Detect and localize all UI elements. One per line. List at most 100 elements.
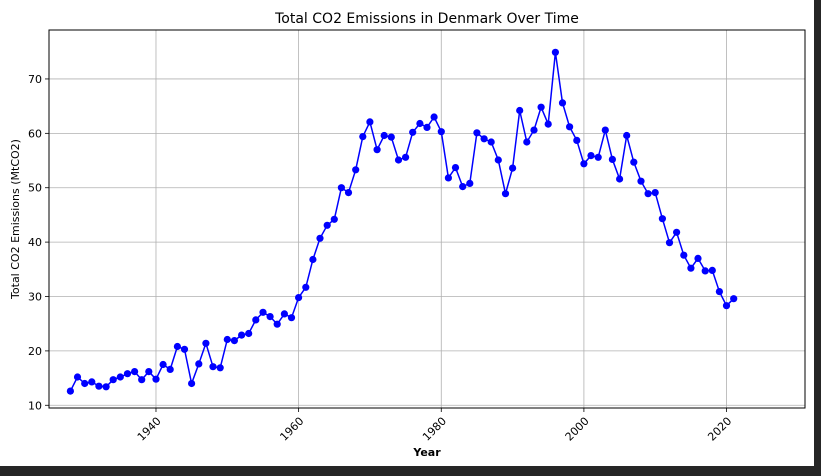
- tick-layer: 1940 1960 1980 2000 2020 10 20 30 40 50 60 70: [28, 73, 734, 444]
- data-point: [665, 239, 674, 247]
- data-layer: [66, 48, 738, 395]
- data-point: [708, 266, 716, 274]
- data-point: [195, 360, 203, 368]
- data-point: [430, 113, 438, 121]
- y-tick-label: 40: [28, 236, 42, 249]
- data-point: [316, 234, 324, 242]
- data-point: [573, 136, 581, 144]
- data-point: [180, 345, 189, 353]
- data-point: [344, 189, 353, 197]
- x-tick-label: 1960: [277, 415, 306, 444]
- data-point: [658, 215, 667, 223]
- data-point: [166, 365, 174, 373]
- data-point: [616, 175, 624, 183]
- data-point: [551, 48, 560, 56]
- data-point: [102, 383, 110, 391]
- data-point: [280, 310, 288, 318]
- data-point: [637, 177, 645, 185]
- data-point: [252, 316, 260, 324]
- data-point: [337, 184, 345, 192]
- data-point: [302, 283, 310, 291]
- data-point: [501, 190, 510, 198]
- data-point: [359, 133, 367, 141]
- y-tick-label: 30: [28, 291, 42, 304]
- data-point: [444, 174, 452, 182]
- data-point: [202, 339, 210, 347]
- series-line: [69, 52, 735, 392]
- data-point: [323, 221, 331, 229]
- data-point: [694, 254, 702, 262]
- data-point: [73, 373, 82, 381]
- data-point: [88, 378, 96, 386]
- data-point: [508, 164, 517, 172]
- y-tick-label: 70: [28, 73, 42, 86]
- data-point: [516, 106, 524, 115]
- figure-canvas: 1940 1960 1980 2000 2020 10 20 30 40 50 60 70 Total…: [0, 0, 814, 466]
- data-point: [730, 295, 738, 303]
- x-tick-label: 2000: [563, 415, 592, 444]
- data-point: [580, 160, 588, 168]
- x-tick-label: 1940: [135, 415, 164, 444]
- data-point: [188, 379, 196, 388]
- data-point: [145, 368, 153, 376]
- data-point: [523, 138, 531, 146]
- data-point: [722, 302, 731, 310]
- data-point: [466, 179, 474, 187]
- data-point: [216, 364, 224, 372]
- data-point: [451, 164, 460, 172]
- data-point: [259, 308, 267, 316]
- data-point: [109, 376, 117, 384]
- y-tick-label: 60: [28, 127, 42, 140]
- x-tick-label: 2020: [705, 415, 734, 444]
- data-point: [95, 382, 103, 390]
- data-point: [245, 329, 253, 338]
- data-point: [594, 153, 602, 161]
- data-point: [487, 138, 495, 146]
- data-point: [66, 387, 74, 395]
- data-point: [380, 131, 388, 140]
- data-point: [352, 166, 360, 174]
- data-point: [480, 135, 488, 143]
- y-tick-label: 10: [28, 399, 42, 412]
- data-point: [295, 294, 303, 302]
- x-axis-label: Year: [412, 446, 441, 459]
- data-point: [644, 190, 652, 198]
- co2-line-chart: 1940 1960 1980 2000 2020 10 20 30 40 50 60 70 Total…: [9, 11, 806, 459]
- data-point: [409, 128, 417, 136]
- data-point: [173, 342, 181, 351]
- x-tick-label: 1980: [420, 415, 449, 444]
- y-tick-label: 50: [28, 182, 42, 195]
- data-point: [238, 331, 246, 339]
- data-point: [402, 153, 410, 161]
- data-point: [309, 255, 317, 264]
- data-point: [223, 335, 231, 344]
- data-point: [230, 337, 238, 345]
- data-point: [630, 158, 638, 166]
- data-point: [138, 376, 146, 384]
- data-point: [459, 183, 467, 191]
- data-point: [701, 267, 709, 275]
- data-point: [123, 370, 132, 378]
- data-point: [266, 313, 274, 321]
- data-point: [494, 156, 502, 164]
- data-point: [81, 379, 89, 388]
- data-point: [159, 360, 167, 369]
- data-point: [680, 251, 688, 259]
- data-point: [416, 119, 424, 128]
- data-point: [473, 129, 481, 137]
- data-point: [423, 123, 431, 131]
- data-point: [537, 103, 545, 111]
- data-point: [715, 288, 724, 296]
- data-point: [273, 320, 281, 328]
- y-tick-label: 20: [28, 345, 42, 358]
- data-point: [330, 215, 338, 223]
- data-point: [152, 375, 160, 383]
- data-point: [116, 373, 124, 381]
- data-point: [437, 128, 445, 136]
- grid-layer: [49, 30, 805, 408]
- data-point: [131, 368, 139, 376]
- data-point: [687, 264, 695, 272]
- chart-title: Total CO2 Emissions in Denmark Over Time: [274, 11, 579, 27]
- data-point: [366, 118, 374, 126]
